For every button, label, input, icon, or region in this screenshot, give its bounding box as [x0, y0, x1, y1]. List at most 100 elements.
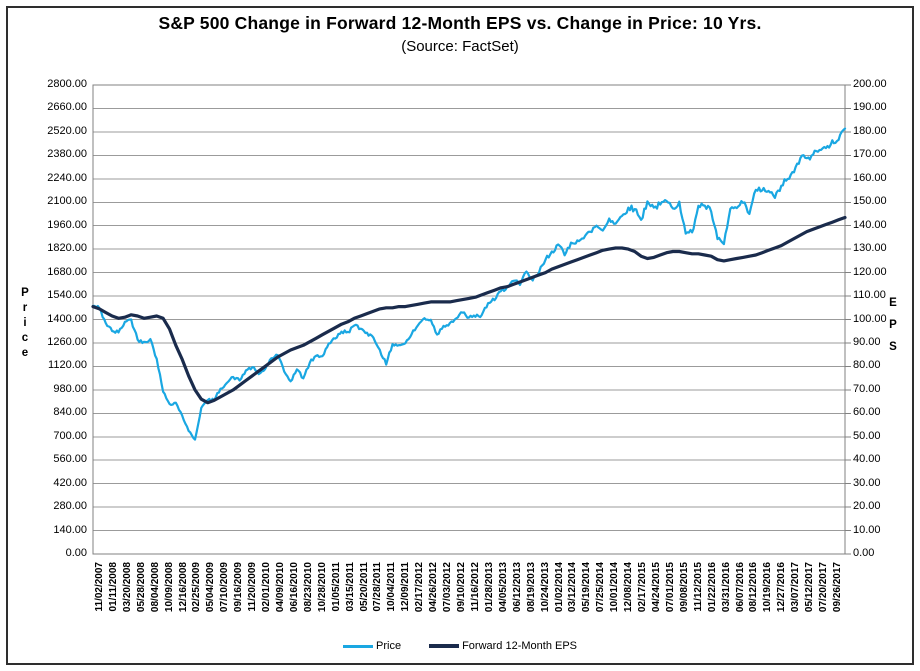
x-axis-tick-label: 06/16/2010 — [288, 562, 300, 613]
x-axis-tick-label: 10/01/2014 — [609, 562, 621, 613]
x-axis-tick-label: 09/16/2009 — [233, 562, 245, 613]
x-axis-tick-label: 10/19/2016 — [762, 562, 774, 613]
y-axis-tick-label-right: 0.00 — [853, 547, 875, 559]
x-axis-tick-label: 03/20/2008 — [121, 562, 133, 613]
x-axis-tick-label: 01/02/2014 — [553, 562, 565, 613]
y-axis-tick-label-left: 1120.00 — [48, 359, 87, 372]
y-axis-tick-label-left: 1400.00 — [47, 312, 87, 325]
x-axis-tick-label: 09/26/2017 — [832, 562, 844, 613]
y-axis-tick-label-left: 0.00 — [65, 547, 87, 559]
y-axis-tick-label-right: 60.00 — [853, 406, 881, 419]
y-axis-tick-label-left: 2520.00 — [47, 124, 87, 137]
eps-series-line — [91, 215, 847, 405]
y-axis-tick-label-right: 190.00 — [853, 101, 887, 114]
x-axis-tick-label: 12/16/2008 — [177, 562, 189, 613]
x-axis-tick-label: 04/05/2013 — [497, 562, 509, 613]
y-axis-tick-label-right: 80.00 — [853, 359, 881, 372]
y-axis-tick-label-left: 420.00 — [53, 476, 87, 489]
x-axis-tick-label: 02/17/2012 — [414, 562, 426, 613]
y-axis-tick-label-right: 200.00 — [853, 78, 887, 90]
y-axis-tick-label-left: 2100.00 — [47, 195, 87, 208]
legend-item-price: Price — [343, 640, 401, 652]
y-axis-tick-label-left: 840.00 — [53, 406, 87, 419]
x-axis-tick-label: 08/23/2010 — [302, 562, 314, 613]
y-axis-tick-label-right: 40.00 — [853, 453, 881, 466]
y-axis-tick-label-right: 20.00 — [853, 500, 881, 513]
y-axis-tick-label-left: 1680.00 — [47, 265, 87, 278]
y-axis-tick-label-left: 1820.00 — [47, 242, 87, 255]
y-axis-tick-label-right: 130.00 — [853, 242, 887, 255]
y-axis-tick-label-left: 280.00 — [53, 500, 87, 513]
price-line-swatch — [343, 644, 373, 648]
x-axis-tick-label: 07/20/2017 — [818, 562, 830, 613]
x-axis-tick-label: 01/05/2011 — [330, 562, 342, 612]
x-axis-tick-label: 07/28/2011 — [372, 562, 384, 612]
y-axis-tick-label-right: 110.00 — [853, 289, 886, 302]
x-axis-tick-label: 11/12/2015 — [692, 562, 704, 612]
y-axis-tick-label-right: 180.00 — [853, 124, 887, 137]
x-axis-tick-label: 03/07/2017 — [790, 562, 802, 613]
x-axis-tick-label: 04/09/2010 — [275, 562, 286, 613]
legend-eps-label: Forward 12-Month EPS — [462, 640, 577, 652]
x-axis-tick-label: 05/19/2014 — [581, 562, 593, 613]
x-axis-tick-label: 11/16/2012 — [469, 562, 481, 612]
y-axis-tick-label-left: 1260.00 — [47, 335, 87, 348]
y-axis-tick-label-left: 2660.00 — [47, 101, 87, 114]
chart-title: S&P 500 Change in Forward 12-Month EPS v… — [158, 13, 762, 33]
y-axis-tick-label-left: 2800.00 — [47, 78, 87, 90]
x-axis-tick-label: 01/28/2013 — [483, 562, 495, 613]
x-axis-tick-label: 03/31/2016 — [720, 562, 732, 613]
y-axis-tick-label-right: 30.00 — [853, 476, 881, 489]
x-axis-tick-label: 09/10/2012 — [456, 562, 468, 613]
y-axis-tick-label-left: 560.00 — [53, 453, 87, 466]
x-axis-tick-label: 05/12/2017 — [804, 562, 816, 613]
left-axis-title: P r i c e — [21, 287, 29, 359]
y-axis-tick-label-left: 700.00 — [53, 429, 87, 442]
y-axis-tick-label-left: 2380.00 — [47, 148, 87, 161]
plot-border — [92, 84, 846, 555]
x-axis-tick-label: 10/28/2010 — [316, 562, 328, 613]
x-axis-tick-label: 07/10/2009 — [219, 562, 231, 613]
legend-price-label: Price — [376, 640, 402, 652]
x-axis-tick-label: 06/12/2013 — [511, 562, 523, 613]
y-axis-tick-label-left: 140.00 — [53, 523, 87, 536]
x-axis-tick-label: 02/17/2015 — [637, 562, 649, 613]
x-axis-tick-label: 07/03/2012 — [442, 562, 454, 613]
x-axis-tick-label: 03/15/2011 — [344, 562, 356, 612]
x-axis-tick-label: 10/04/2011 — [386, 562, 398, 612]
y-axis-tick-label-right: 160.00 — [853, 171, 887, 184]
x-axis-tick-label: 10/24/2013 — [539, 562, 551, 613]
x-axis-tick-label: 04/26/2012 — [428, 562, 440, 613]
x-axis-tick-label: 10/09/2008 — [163, 562, 175, 613]
x-axis-tick-label: 08/19/2013 — [525, 562, 537, 613]
x-axis-tick-label: 03/12/2014 — [567, 562, 579, 613]
y-axis-tick-label-left: 1960.00 — [47, 218, 87, 231]
y-axis-tick-label-right: 120.00 — [853, 265, 887, 278]
y-axis-tick-label-right: 100.00 — [853, 312, 887, 325]
x-axis-tick-label: 07/25/2014 — [595, 562, 607, 613]
y-axis-tick-label-right: 70.00 — [853, 382, 881, 395]
y-axis-tick-label-right: 170.00 — [853, 148, 887, 161]
y-axis-tick-label-right: 140.00 — [853, 218, 887, 231]
x-axis-tick-label: 02/01/2010 — [261, 562, 273, 613]
x-axis-tick-label: 01/11/2008 — [107, 562, 119, 612]
y-axis-tick-label-right: 90.00 — [853, 335, 881, 348]
x-axis-tick-label: 08/12/2016 — [748, 562, 760, 613]
y-axis-tick-label-right: 150.00 — [853, 195, 887, 208]
x-axis-tick-label: 07/01/2015 — [664, 562, 676, 613]
x-axis-tick-label: 04/24/2015 — [651, 562, 662, 613]
chart-subtitle: (Source: FactSet) — [401, 38, 519, 55]
x-axis-tick-label: 02/25/2009 — [191, 562, 203, 613]
legend-item-eps: Forward 12-Month EPS — [429, 640, 577, 652]
eps-line-swatch — [429, 644, 460, 648]
x-axis-tick-label: 09/08/2015 — [678, 562, 690, 613]
y-axis-tick-label-left: 980.00 — [53, 382, 87, 395]
x-axis-tick-label: 05/28/2008 — [135, 562, 147, 613]
chart-outer-frame — [6, 6, 914, 665]
x-axis-tick-label: 12/27/2016 — [776, 562, 788, 613]
x-axis-tick-label: 12/09/2011 — [400, 562, 412, 612]
x-axis-tick-label: 08/04/2008 — [149, 562, 161, 613]
legend: Price Forward 12-Month EPS — [0, 640, 920, 652]
